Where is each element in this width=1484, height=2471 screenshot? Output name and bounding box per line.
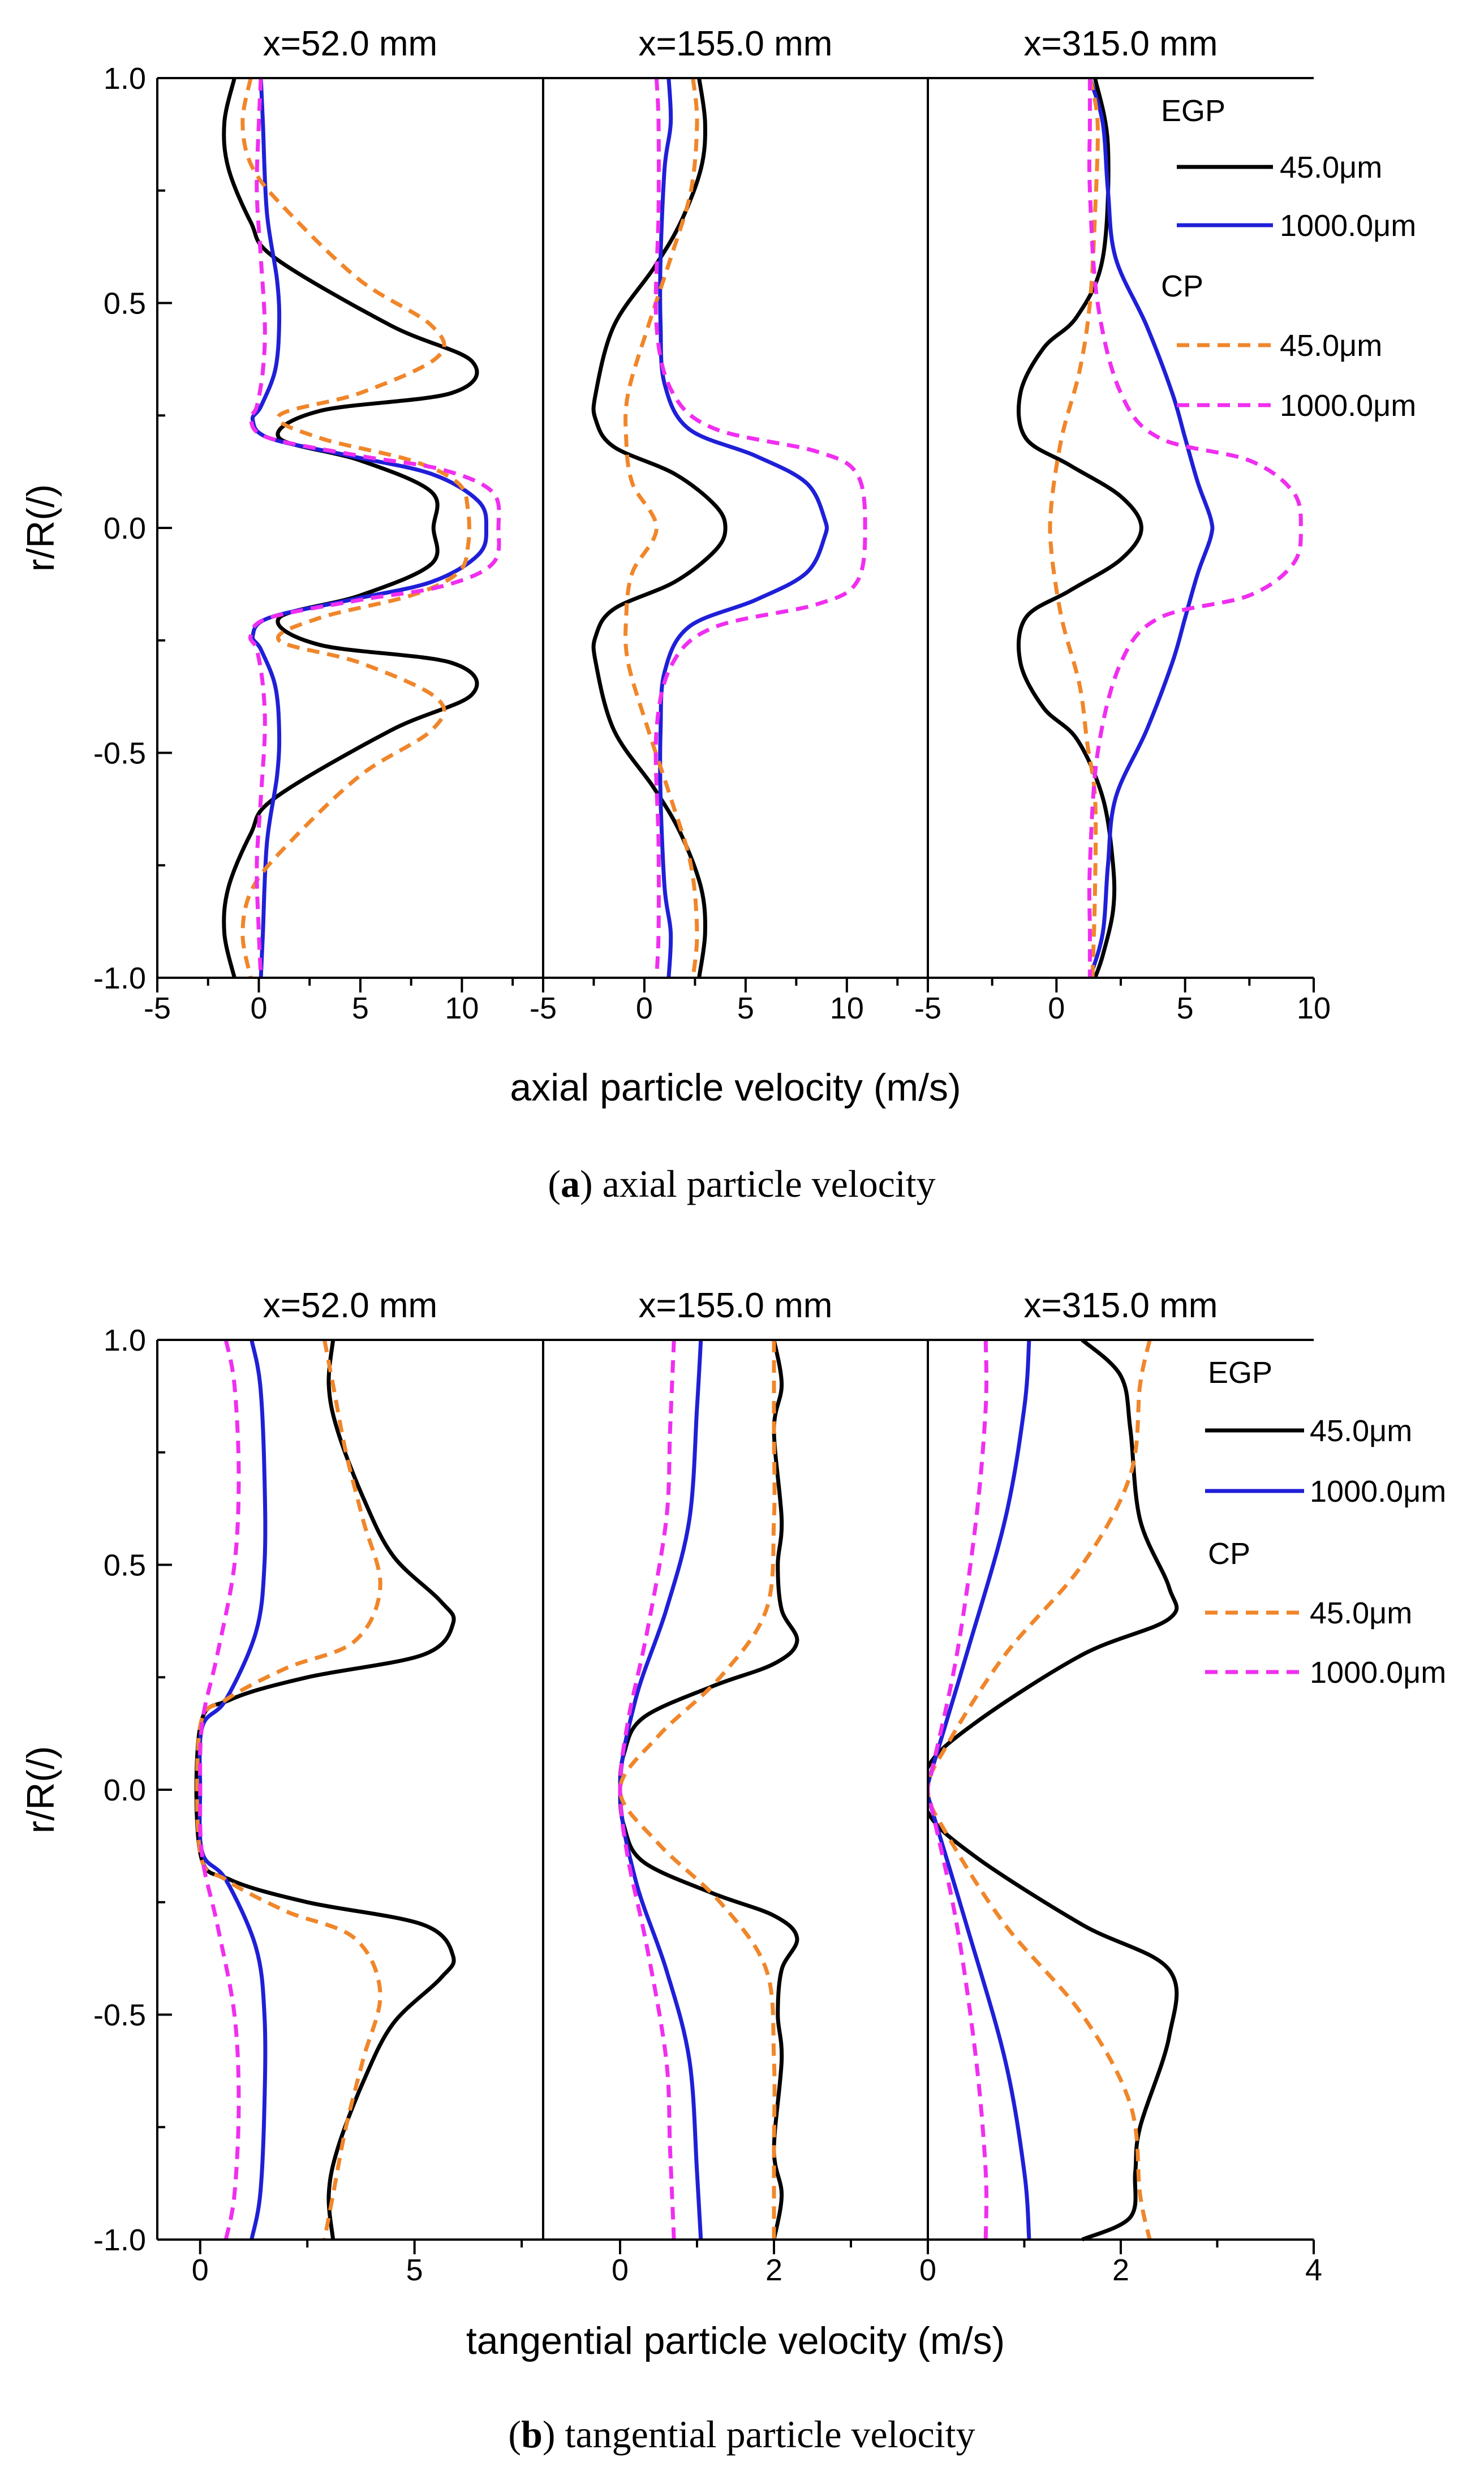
- x-tick-label: 5: [406, 2253, 423, 2287]
- series-line-cp-1000-0-m: [198, 1339, 241, 2240]
- x-tick-label: 2: [1112, 2253, 1129, 2287]
- series-line-egp-45-0-m: [618, 1339, 799, 2240]
- x-tick-label: 4: [1305, 2253, 1322, 2287]
- panel-1: x=52.0 mm -5 0 5 10: [144, 24, 543, 1025]
- caption-b-text: tangential particle velocity: [556, 2413, 975, 2456]
- series-group: [928, 1338, 1179, 2241]
- panel-title: x=315.0 mm: [1024, 1286, 1218, 1325]
- x-tick-label: 0: [636, 991, 653, 1025]
- x-tick-label: 5: [1177, 991, 1194, 1025]
- series-line-cp-1000-0-m: [248, 78, 501, 978]
- y-tick-label: -1.0: [93, 2223, 146, 2257]
- legend: EGP 45.0μm 1000.0μm CP 45.0μm 1000.0μm: [1205, 1356, 1446, 1690]
- chart-axial: -1.0-0.50.00.51.0r/R(/)x=52.0 mm-5 0 5 10x=…: [19, 24, 1416, 1109]
- legend-title: EGP: [1161, 94, 1225, 128]
- y-tick-label: -0.5: [93, 1999, 146, 2032]
- y-axis-label: r/R(/): [19, 1746, 62, 1834]
- series-line-egp-45-0-m: [222, 78, 479, 978]
- series-group: [1016, 78, 1303, 979]
- series-line-egp-45-0-m: [1016, 78, 1143, 979]
- y-tick-label: 0.0: [104, 512, 146, 545]
- x-tick-label: -5: [144, 991, 171, 1025]
- series-line-cp-45-0-m: [240, 78, 471, 978]
- legend-title: CP: [1161, 269, 1203, 303]
- x-tick-label: 10: [445, 991, 479, 1025]
- y-tick-label: 0.5: [104, 1549, 146, 1583]
- y-tick-label: 1.0: [104, 1323, 146, 1357]
- x-tick-label: 10: [1297, 991, 1331, 1025]
- series-line-cp-1000-0-m: [618, 1339, 676, 2240]
- panel-title: x=155.0 mm: [639, 24, 833, 63]
- x-tick-label: 0: [612, 2253, 629, 2287]
- legend-label: 1000.0μm: [1280, 389, 1416, 423]
- caption-a: (a) axial particle velocity: [548, 1162, 935, 1205]
- series-line-cp-1000-0-m: [928, 1339, 989, 2240]
- y-tick-label: 1.0: [104, 62, 146, 96]
- series-line-cp-45-0-m: [618, 1339, 777, 2240]
- x-tick-label: 0: [919, 2253, 936, 2287]
- x-axis-label: tangential particle velocity (m/s): [466, 2319, 1005, 2362]
- panel-3: x=315.0 mm 0 2 4: [919, 1286, 1322, 2287]
- x-tick-label: 0: [1048, 991, 1065, 1025]
- panel-3: x=315.0 mm -5 0 5 10: [914, 24, 1331, 1025]
- y-tick-label: -1.0: [93, 961, 146, 995]
- x-tick-label: 2: [765, 2253, 782, 2287]
- series-line-egp-45-0-m: [194, 1339, 456, 2240]
- series-group: [591, 78, 867, 978]
- legend-label: 45.0μm: [1280, 151, 1382, 184]
- panel-title: x=315.0 mm: [1024, 24, 1218, 63]
- series-line-cp-1000-0-m: [653, 78, 867, 978]
- panel-title: x=52.0 mm: [263, 24, 437, 63]
- x-tick-label: 5: [352, 991, 369, 1025]
- legend-title: EGP: [1208, 1356, 1272, 1390]
- legend-label: 1000.0μm: [1310, 1475, 1446, 1509]
- x-axis-label: axial particle velocity (m/s): [510, 1066, 961, 1109]
- chart-tangential: -1.0 -0.5 0.0 0.5 1.0 r/R(/) x=52.0 mm 0 5 x=155.…: [19, 1286, 1446, 2362]
- series-line-cp-1000-0-m: [1087, 78, 1303, 978]
- legend-label: 45.0μm: [1280, 329, 1382, 363]
- panel-title: x=155.0 mm: [639, 1286, 833, 1325]
- legend-title: CP: [1208, 1537, 1250, 1571]
- legend-label: 1000.0μm: [1310, 1656, 1446, 1690]
- series-line-egp-1000-0-m: [197, 1339, 268, 2240]
- y-tick-label: 0.0: [104, 1773, 146, 1807]
- x-tick-label: 10: [830, 991, 864, 1025]
- x-tick-label: -5: [914, 991, 941, 1025]
- series-group: [194, 1339, 456, 2240]
- series-line-cp-45-0-m: [1048, 78, 1100, 978]
- panel-2: x=155.0 mm -5 0 5 10: [530, 24, 928, 1025]
- series-line-egp-1000-0-m: [250, 78, 489, 978]
- series-line-egp-1000-0-m: [1088, 78, 1215, 979]
- panel-title: x=52.0 mm: [263, 1286, 437, 1325]
- x-tick-label: 0: [250, 991, 267, 1025]
- series-line-cp-45-0-m: [928, 1339, 1152, 2240]
- legend-label: 45.0μm: [1310, 1414, 1412, 1448]
- series-line-cp-45-0-m: [195, 1339, 382, 2240]
- y-tick-label: -0.5: [93, 737, 146, 771]
- panel-1: x=52.0 mm 0 5: [156, 1286, 543, 2287]
- x-tick-label: 5: [737, 991, 754, 1025]
- legend-label: 1000.0μm: [1280, 209, 1416, 243]
- caption-b-label: b: [521, 2413, 543, 2456]
- panel-2: x=155.0 mm 0 2: [542, 1286, 928, 2287]
- x-tick-label: -5: [530, 991, 557, 1025]
- x-tick-label: 0: [192, 2253, 209, 2287]
- series-line-egp-1000-0-m: [618, 1339, 703, 2240]
- series-line-egp-1000-0-m: [658, 78, 829, 978]
- y-axis-label: r/R(/): [19, 484, 62, 572]
- caption-a-text: axial particle velocity: [593, 1162, 936, 1205]
- series-line-egp-45-0-m: [928, 1338, 1179, 2241]
- series-line-cp-45-0-m: [623, 78, 699, 978]
- y-tick-label: 0.5: [104, 287, 146, 321]
- legend: EGP 45.0μm 1000.0μm CP 45.0μm 1000.0μm: [1161, 94, 1416, 423]
- series-group: [222, 78, 501, 978]
- series-group: [618, 1339, 799, 2240]
- series-line-egp-1000-0-m: [928, 1339, 1031, 2240]
- caption-a-label: a: [561, 1162, 580, 1205]
- caption-b: (b) tangential particle velocity: [508, 2413, 975, 2456]
- legend-label: 45.0μm: [1310, 1596, 1412, 1630]
